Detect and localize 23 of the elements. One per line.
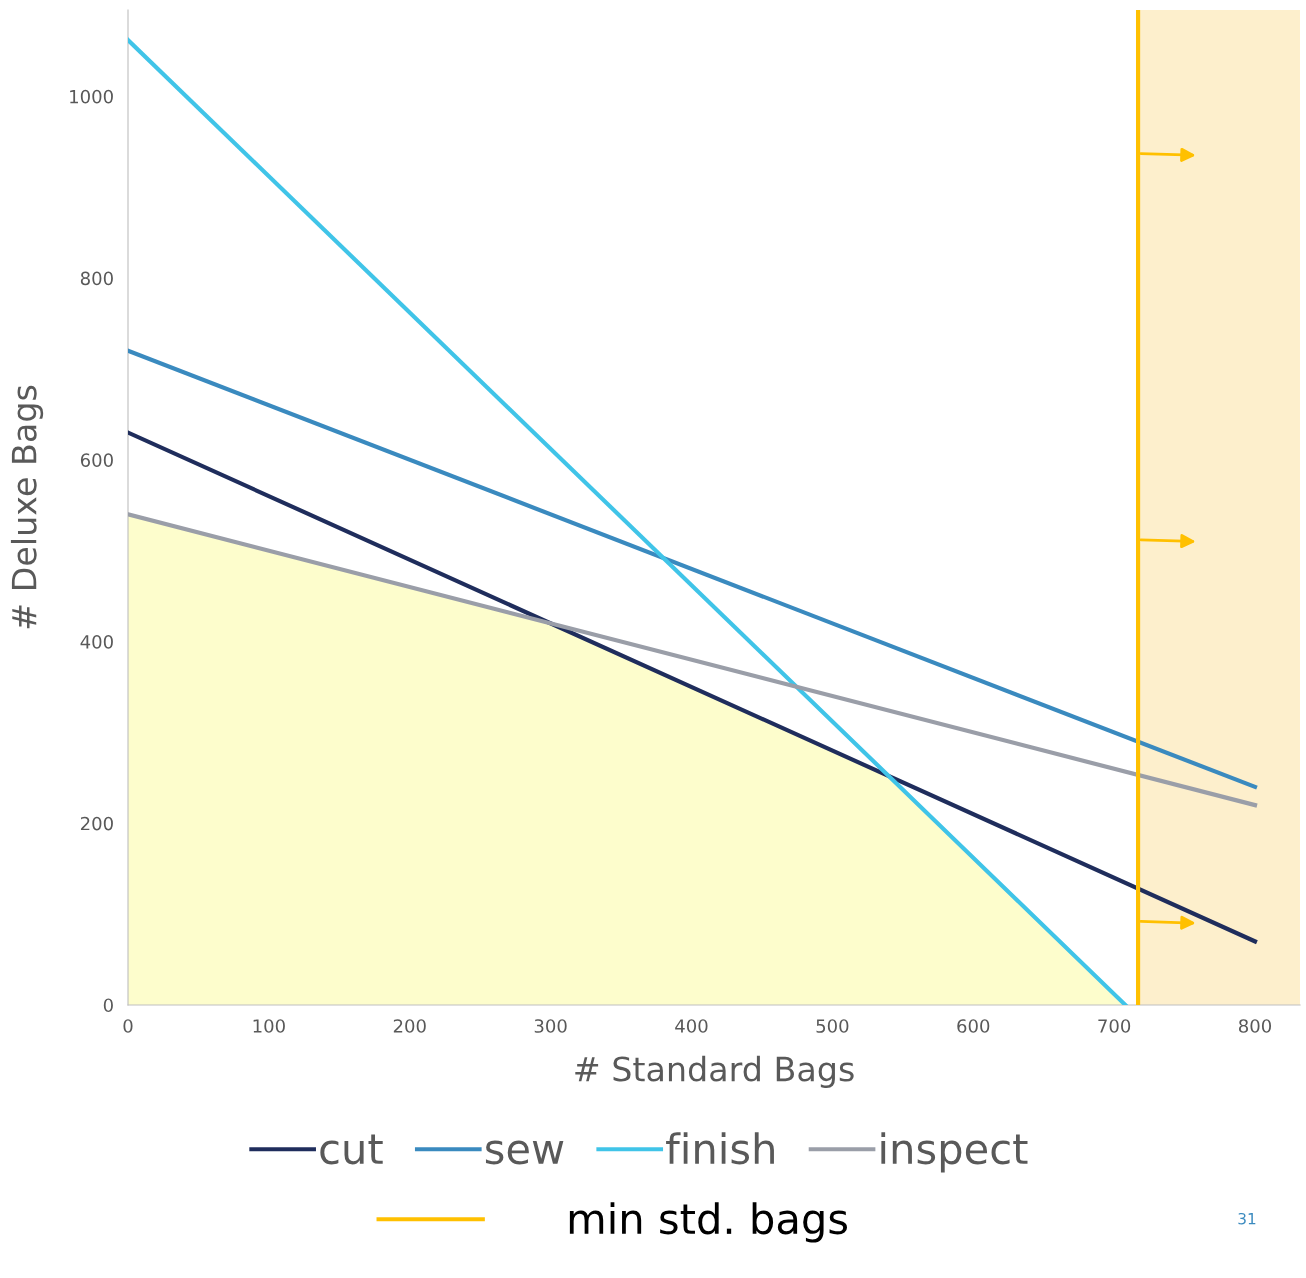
legend-label: cut bbox=[320, 1134, 383, 1165]
y-tick-label: 0 bbox=[103, 998, 113, 1013]
legend-label: inspect bbox=[881, 1132, 1028, 1173]
x-tick-label: 300 bbox=[534, 1019, 567, 1033]
x-axis-title: # Standard Bags bbox=[575, 1055, 854, 1089]
y-tick-label: 1000 bbox=[70, 89, 113, 104]
legend-label: sew bbox=[485, 1140, 564, 1165]
legend-label: finish bbox=[666, 1132, 774, 1165]
x-tick-label: 0 bbox=[123, 1019, 133, 1033]
y-axis-title: # Deluxe Bags bbox=[10, 385, 44, 629]
y-tick-label: 800 bbox=[80, 271, 113, 286]
y-tick-label: 200 bbox=[80, 816, 113, 831]
x-tick-label: 400 bbox=[675, 1019, 708, 1033]
x-tick-label: 800 bbox=[1238, 1019, 1272, 1033]
text: 31 bbox=[1238, 1212, 1256, 1225]
x-tick-label: 100 bbox=[253, 1019, 285, 1033]
x-tick-label: 600 bbox=[957, 1019, 990, 1033]
y-tick-label: 400 bbox=[80, 634, 113, 649]
legend-label: min std. bags bbox=[569, 1202, 848, 1243]
x-tick-label: 700 bbox=[1098, 1019, 1131, 1033]
y-tick-label: 600 bbox=[80, 453, 113, 467]
x-tick-label: 500 bbox=[816, 1019, 849, 1033]
x-tick-label: 200 bbox=[393, 1019, 426, 1033]
